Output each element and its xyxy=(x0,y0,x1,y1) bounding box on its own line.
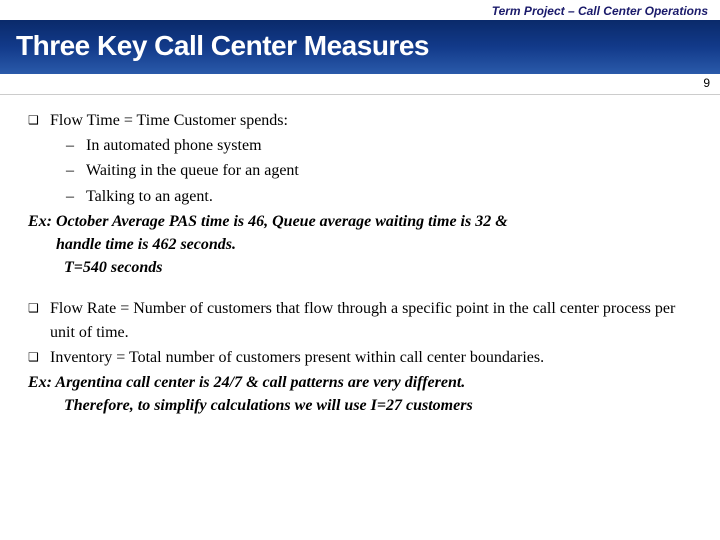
example-text: handle time is 462 seconds. xyxy=(56,233,692,256)
bullet-text: Flow Time = Time Customer spends: xyxy=(50,109,288,132)
square-bullet-icon: ❑ xyxy=(28,109,50,132)
bullet-inventory: ❑ Inventory = Total number of customers … xyxy=(28,346,692,369)
slide-title: Three Key Call Center Measures xyxy=(0,20,720,74)
square-bullet-icon: ❑ xyxy=(28,346,50,369)
sub-text: In automated phone system xyxy=(86,134,262,157)
bullet-flow-time: ❑ Flow Time = Time Customer spends: xyxy=(28,109,692,132)
sub-item: – Waiting in the queue for an agent xyxy=(66,159,692,182)
page-number: 9 xyxy=(0,74,720,95)
sub-item: – Talking to an agent. xyxy=(66,185,692,208)
header-subtitle: Term Project – Call Center Operations xyxy=(0,0,720,20)
bullet-text: Inventory = Total number of customers pr… xyxy=(50,346,544,369)
sub-item: – In automated phone system xyxy=(66,134,692,157)
example-text: Ex: October Average PAS time is 46, Queu… xyxy=(28,210,692,233)
dash-icon: – xyxy=(66,185,86,208)
bullet-flow-rate: ❑ Flow Rate = Number of customers that f… xyxy=(28,297,692,343)
square-bullet-icon: ❑ xyxy=(28,297,50,343)
dash-icon: – xyxy=(66,134,86,157)
example-text: T=540 seconds xyxy=(64,256,692,279)
bullet-text: Flow Rate = Number of customers that flo… xyxy=(50,297,692,343)
dash-icon: – xyxy=(66,159,86,182)
sub-text: Waiting in the queue for an agent xyxy=(86,159,299,182)
example-text: Ex: Argentina call center is 24/7 & call… xyxy=(28,371,692,394)
slide-body: ❑ Flow Time = Time Customer spends: – In… xyxy=(0,95,720,417)
sub-text: Talking to an agent. xyxy=(86,185,213,208)
example-text: Therefore, to simplify calculations we w… xyxy=(64,394,692,417)
